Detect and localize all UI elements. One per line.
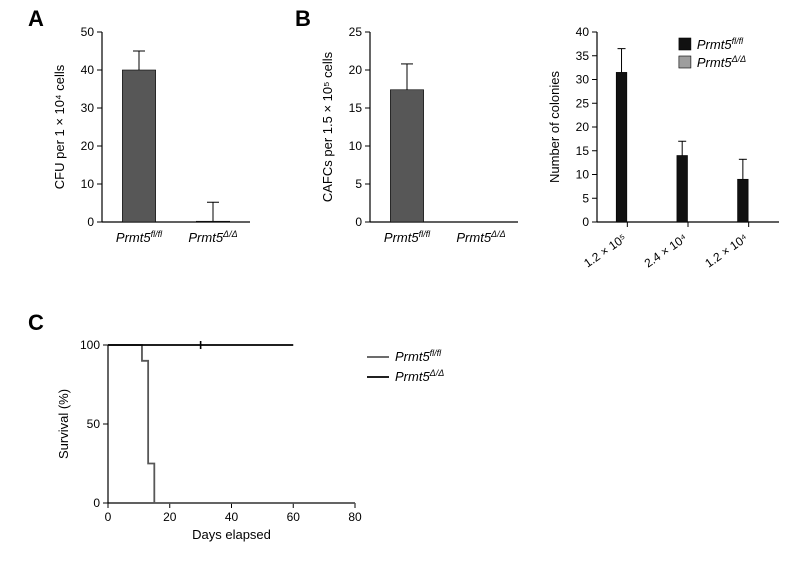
svg-text:CFU per 1 × 10⁴ cells: CFU per 1 × 10⁴ cells xyxy=(52,64,67,189)
svg-text:Prmt5Δ/Δ: Prmt5Δ/Δ xyxy=(697,54,746,70)
svg-text:Number of colonies: Number of colonies xyxy=(547,71,562,183)
svg-text:50: 50 xyxy=(87,417,101,431)
svg-text:20: 20 xyxy=(81,139,95,153)
svg-text:40: 40 xyxy=(225,510,239,524)
svg-text:20: 20 xyxy=(349,63,363,77)
svg-text:Prmt5fl/fl: Prmt5fl/fl xyxy=(384,229,431,245)
svg-text:20: 20 xyxy=(163,510,177,524)
svg-text:Prmt5Δ/Δ: Prmt5Δ/Δ xyxy=(188,229,237,245)
svg-text:Prmt5Δ/Δ: Prmt5Δ/Δ xyxy=(395,368,444,384)
svg-text:10: 10 xyxy=(576,168,590,182)
svg-text:40: 40 xyxy=(81,63,95,77)
svg-text:Survival (%): Survival (%) xyxy=(56,389,71,459)
svg-text:Prmt5fl/fl: Prmt5fl/fl xyxy=(697,36,744,52)
svg-text:0: 0 xyxy=(105,510,112,524)
svg-text:80: 80 xyxy=(348,510,362,524)
svg-text:2.4 × 10⁴: 2.4 × 10⁴ xyxy=(642,231,690,271)
svg-text:15: 15 xyxy=(349,101,363,115)
panel-label-A: A xyxy=(28,6,44,32)
svg-text:15: 15 xyxy=(576,144,590,158)
svg-text:50: 50 xyxy=(81,25,95,39)
svg-text:5: 5 xyxy=(355,177,362,191)
chart-cafc-bar: 0 5 10 15 20 25 CAFCs per 1.5 × 10⁵ cells Prmt5… xyxy=(318,22,528,272)
svg-text:Prmt5fl/fl: Prmt5fl/fl xyxy=(395,348,442,364)
svg-text:5: 5 xyxy=(582,191,589,205)
svg-text:1.2 × 10⁵: 1.2 × 10⁵ xyxy=(581,231,629,270)
svg-text:Prmt5Δ/Δ: Prmt5Δ/Δ xyxy=(456,229,505,245)
svg-text:60: 60 xyxy=(287,510,301,524)
svg-text:35: 35 xyxy=(576,49,590,63)
panel-label-C: C xyxy=(28,310,44,336)
svg-text:0: 0 xyxy=(87,215,94,229)
svg-text:10: 10 xyxy=(81,177,95,191)
svg-text:25: 25 xyxy=(576,96,590,110)
svg-text:CAFCs per 1.5 × 10⁵ cells: CAFCs per 1.5 × 10⁵ cells xyxy=(320,51,335,202)
svg-text:20: 20 xyxy=(576,120,590,134)
svg-text:Prmt5fl/fl: Prmt5fl/fl xyxy=(116,229,163,245)
svg-text:0: 0 xyxy=(93,496,100,510)
svg-text:30: 30 xyxy=(81,101,95,115)
svg-text:1.2 × 10⁴: 1.2 × 10⁴ xyxy=(702,231,750,271)
svg-text:25: 25 xyxy=(349,25,363,39)
svg-text:0: 0 xyxy=(355,215,362,229)
svg-text:40: 40 xyxy=(576,25,590,39)
chart-survival: 0 50 100 0 20 40 60 80 Survival (%) Days elapsed P… xyxy=(50,335,470,545)
panel-label-B: B xyxy=(295,6,311,32)
svg-text:10: 10 xyxy=(349,139,363,153)
chart-colonies-grouped: 0 5 10 15 20 25 30 35 40 Number of colonies 1.2 × … xyxy=(545,22,785,282)
chart-cfu-bar: 0 10 20 30 40 50 CFU per 1 × 10⁴ cells Prmt5fl/… xyxy=(50,22,260,272)
svg-text:100: 100 xyxy=(80,338,100,352)
svg-text:Days elapsed: Days elapsed xyxy=(192,527,271,542)
svg-text:0: 0 xyxy=(582,215,589,229)
svg-text:30: 30 xyxy=(576,73,590,87)
